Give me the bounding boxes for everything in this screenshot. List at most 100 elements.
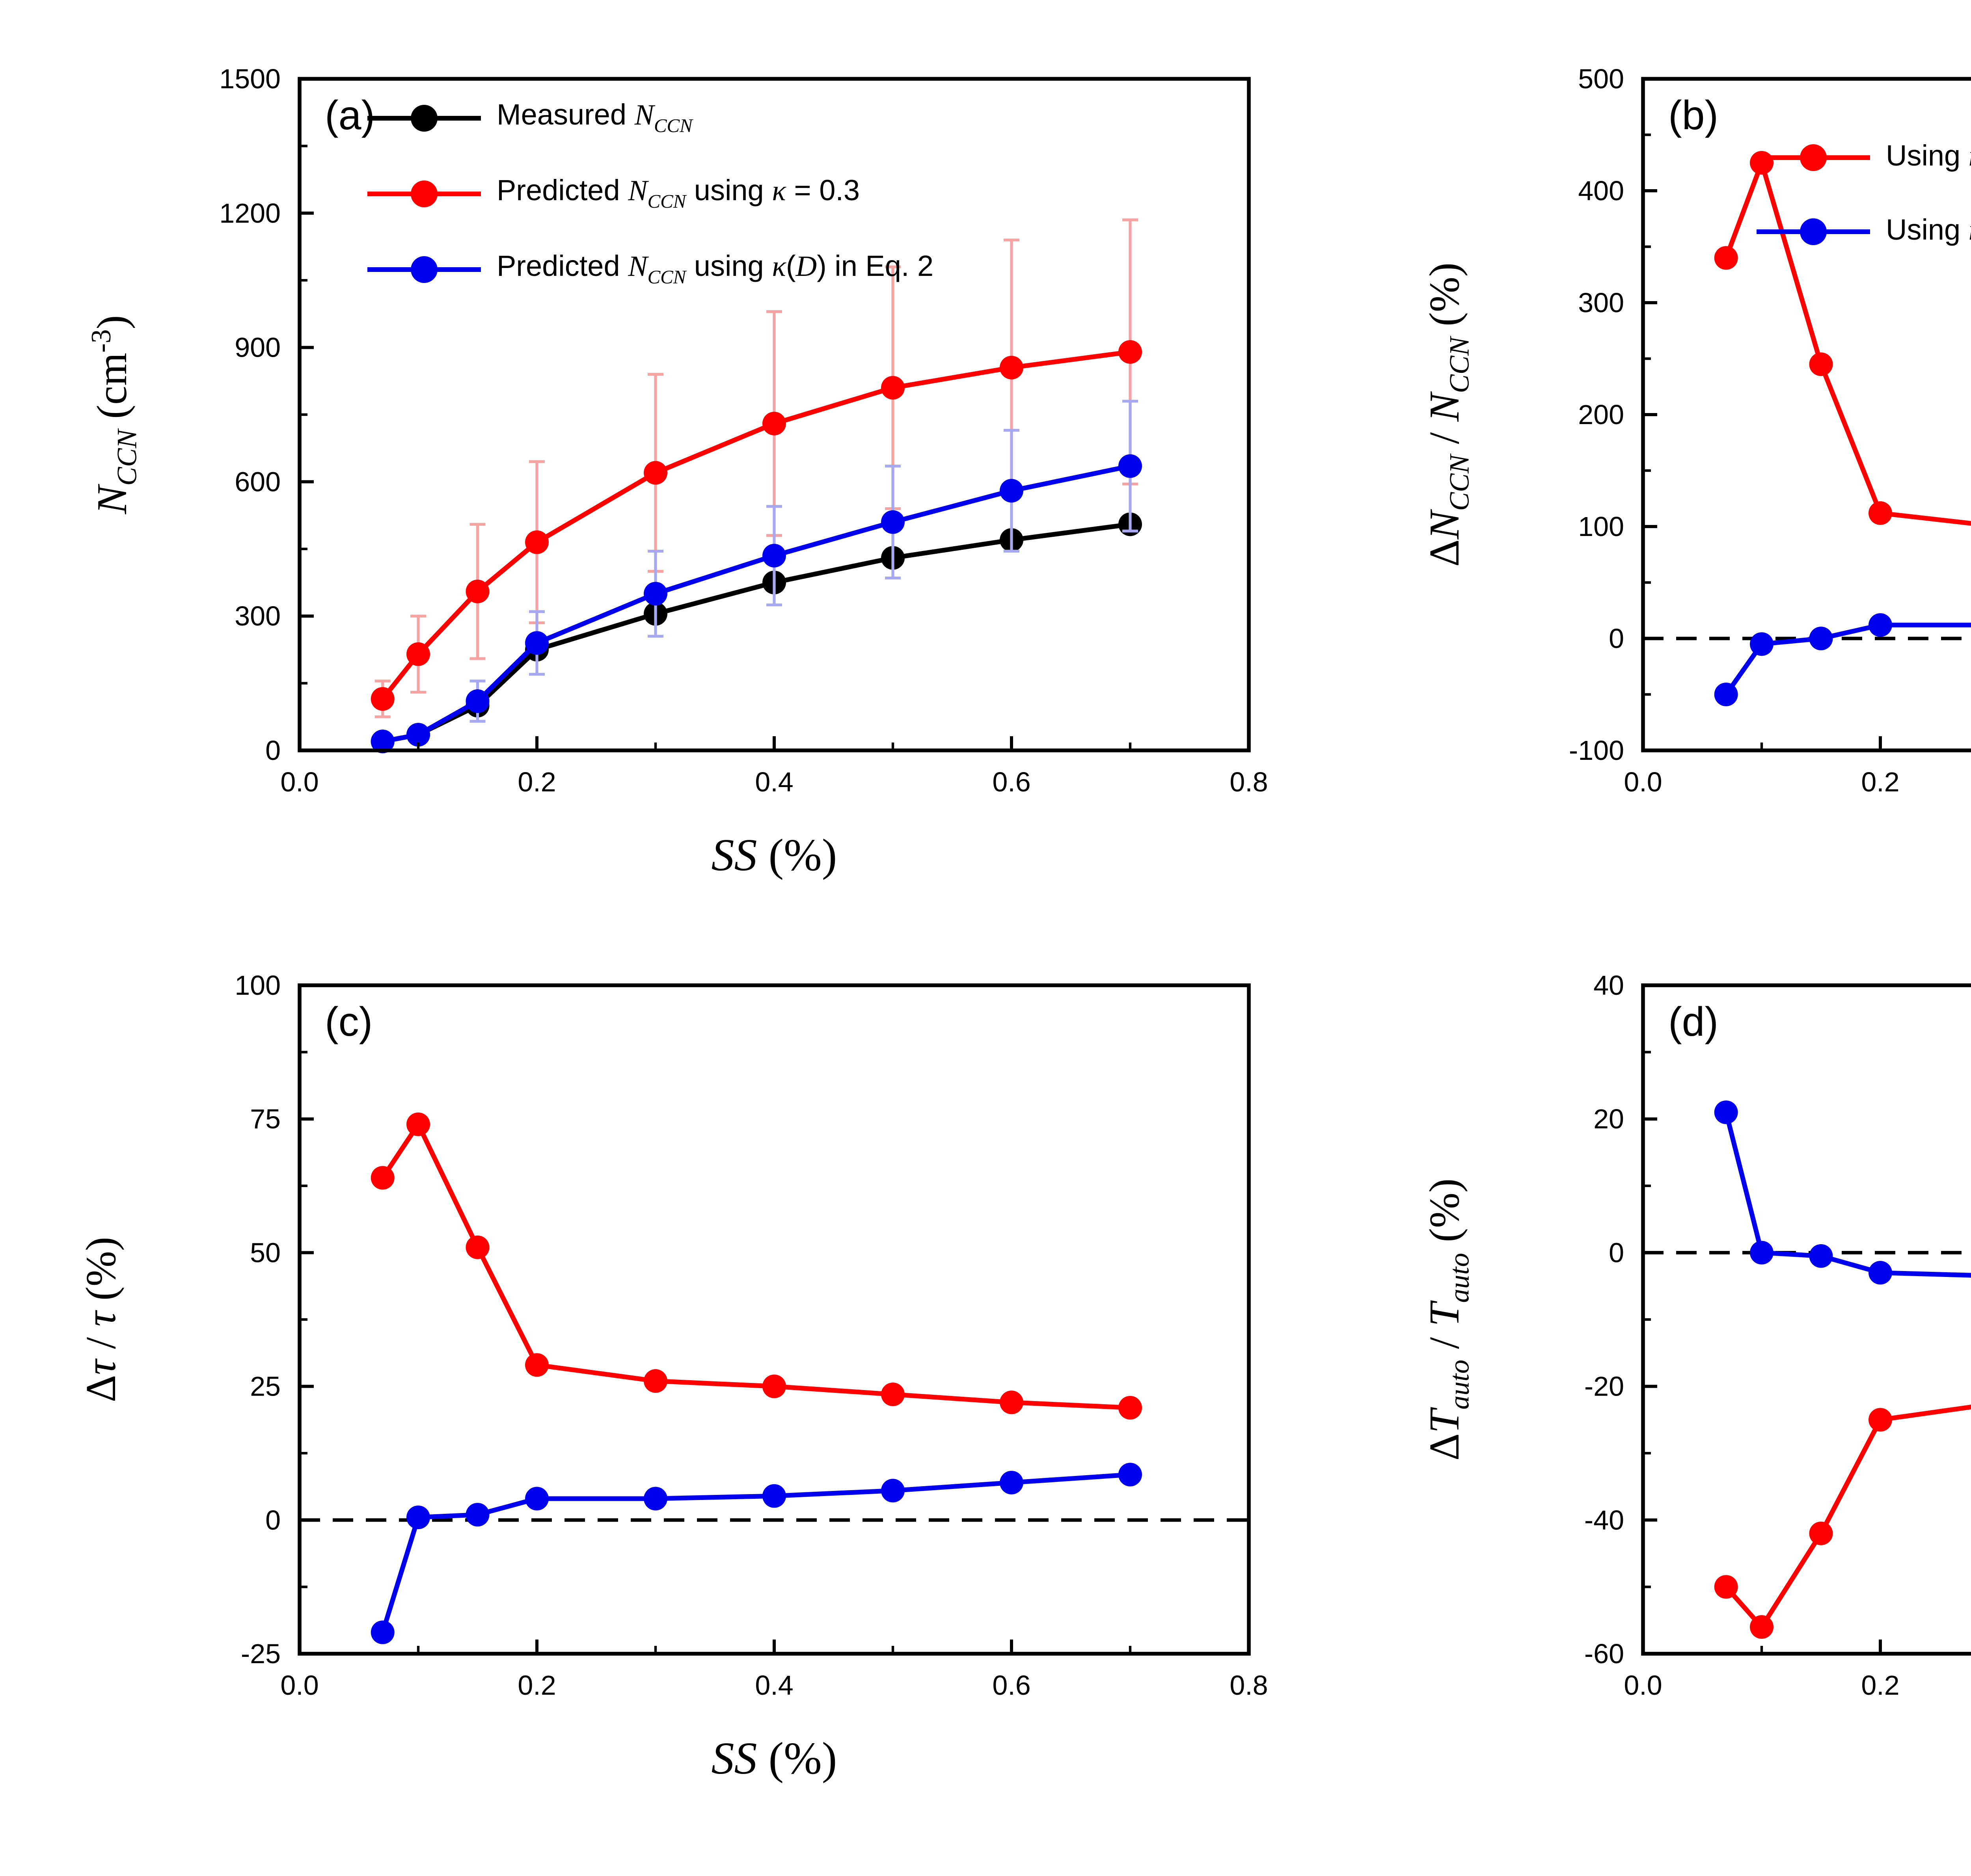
data-point [1000, 479, 1023, 503]
y-tick-label: 0 [1609, 1237, 1624, 1268]
series-line [382, 522, 1131, 744]
series-line [380, 1472, 1131, 1633]
data-point [881, 376, 905, 400]
panel-label-d: (d) [1668, 998, 1719, 1045]
y-tick-label: 500 [1578, 63, 1624, 94]
data-point [371, 730, 395, 754]
data-point [644, 461, 667, 485]
y-tick-label: 200 [1578, 399, 1624, 430]
y-axis-title-c: Δτ / τ (%) [77, 1237, 125, 1402]
y-ticks: -25 0 25 50 75 100 [235, 970, 314, 1669]
legend-item: Predicted NCCN using κ(D) in Eq. 2 [367, 232, 933, 307]
data-point [1809, 352, 1833, 376]
x-tick-label: 0.2 [1861, 1670, 1899, 1701]
y-tick-label: 75 [250, 1104, 281, 1134]
y-tick-label: 50 [250, 1237, 281, 1268]
x-axis-title-d: SS (%) [1643, 1725, 1971, 1794]
data-point [1714, 246, 1738, 270]
x-tick-label: 0.6 [992, 1670, 1030, 1701]
y-tick-label: -100 [1569, 735, 1624, 766]
series-line [1723, 1111, 1971, 1278]
data-point [644, 1487, 667, 1511]
y-ticks: -60 -40 -20 0 20 40 [1584, 970, 1657, 1669]
y-tick-label: 300 [235, 601, 281, 631]
y-tick-label: -60 [1584, 1638, 1624, 1669]
y-tick-label: 100 [1578, 511, 1624, 542]
plot-canvas-a: 0.0 0.2 0.4 0.6 0.8 0 300 600 900 1200 1500 [219, 63, 1268, 797]
legend-item: Measured NCCN [367, 80, 933, 156]
series-line [380, 1122, 1131, 1410]
data-point [371, 1166, 395, 1190]
series-0 [371, 512, 1142, 754]
y-tick-label: 100 [235, 970, 281, 1001]
legend-label: Predicted NCCN using κ(D) in Eq. 2 [497, 249, 934, 288]
data-point [1000, 1390, 1023, 1414]
data-point [1809, 627, 1833, 650]
x-tick-label: 0.2 [518, 767, 556, 797]
legend-marker [1757, 218, 1870, 244]
x-tick-label: 0.0 [280, 1670, 319, 1701]
y-tick-label: -25 [241, 1638, 281, 1669]
data-point [406, 723, 430, 747]
series-1 [371, 1463, 1142, 1644]
data-point [525, 530, 549, 554]
data-point [466, 1503, 490, 1527]
legend-marker [367, 181, 481, 207]
x-axis-title-c: SS (%) [711, 1734, 837, 1785]
y-tick-label: 40 [1593, 970, 1624, 1001]
data-point [466, 579, 490, 603]
x-tick-label: 0.4 [755, 767, 793, 797]
data-point [406, 1506, 430, 1530]
data-point [762, 1484, 786, 1508]
data-point [1869, 1408, 1892, 1432]
data-point [1000, 355, 1023, 380]
data-point [1118, 1396, 1142, 1420]
x-ticks: 0.00.20.40.60.8 [1624, 1640, 1900, 1701]
x-tick-label: 0.6 [992, 767, 1030, 797]
series-line [1724, 1404, 1971, 1630]
data-point [644, 582, 667, 606]
legend-marker [367, 105, 481, 132]
data-point [881, 1382, 905, 1406]
data-point [406, 642, 430, 666]
data-point [371, 1620, 395, 1644]
data-point [644, 1369, 667, 1393]
data-point [466, 689, 490, 713]
series-1 [1714, 1100, 1971, 1285]
data-point [1809, 1244, 1833, 1268]
legend-label: Using κ = 0.3 [1886, 139, 1971, 173]
panel-c: 0.0 0.2 0.4 0.6 0.8 -25 0 25 50 75 100 Δτ / τ (%) … [0, 938, 1343, 1876]
legend-a: Measured NCCN Predicted NCCN using κ = 0.… [367, 80, 933, 307]
y-tick-label: 25 [250, 1371, 281, 1402]
data-point [1118, 1463, 1142, 1487]
x-tick-label: 0.4 [755, 1670, 793, 1701]
x-tick-label: 0.2 [1861, 767, 1899, 797]
data-point [1869, 501, 1892, 525]
y-ticks: 0 300 600 900 1200 1500 [219, 63, 314, 766]
data-point [525, 631, 549, 655]
y-tick-label: 900 [235, 332, 281, 363]
data-point [525, 1353, 549, 1377]
legend-label: Measured NCCN [497, 98, 693, 137]
series-0 [1714, 1404, 1971, 1639]
y-tick-label: 600 [235, 466, 281, 497]
y-tick-label: 300 [1578, 287, 1624, 318]
data-point [1869, 613, 1892, 637]
y-axis-title-a: NCCN (cm-3) [85, 315, 143, 514]
legend-label: Predicted NCCN using κ = 0.3 [497, 173, 860, 213]
y-axis-title-d: ΔTauto / Tauto (%) [1421, 1178, 1475, 1461]
panel-label-b: (b) [1668, 91, 1719, 139]
y-tick-label: 0 [265, 735, 281, 766]
panel-label-c: (c) [325, 998, 373, 1045]
y-tick-label: 0 [1609, 623, 1624, 654]
legend-marker [1757, 143, 1870, 170]
legend-marker [367, 256, 481, 283]
panel-a: 0.0 0.2 0.4 0.6 0.8 0 300 600 900 1200 1500 NCCN (… [0, 0, 1343, 938]
data-point [1118, 340, 1142, 364]
data-point [762, 543, 786, 568]
axis-frame [298, 983, 1251, 1656]
